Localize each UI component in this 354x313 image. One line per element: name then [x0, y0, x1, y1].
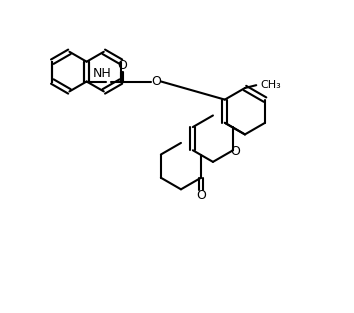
- Text: CH₃: CH₃: [261, 80, 281, 90]
- Text: O: O: [230, 145, 240, 158]
- Text: O: O: [151, 75, 161, 88]
- Text: O: O: [117, 59, 127, 72]
- Text: O: O: [196, 189, 206, 202]
- Text: NH: NH: [93, 67, 112, 80]
